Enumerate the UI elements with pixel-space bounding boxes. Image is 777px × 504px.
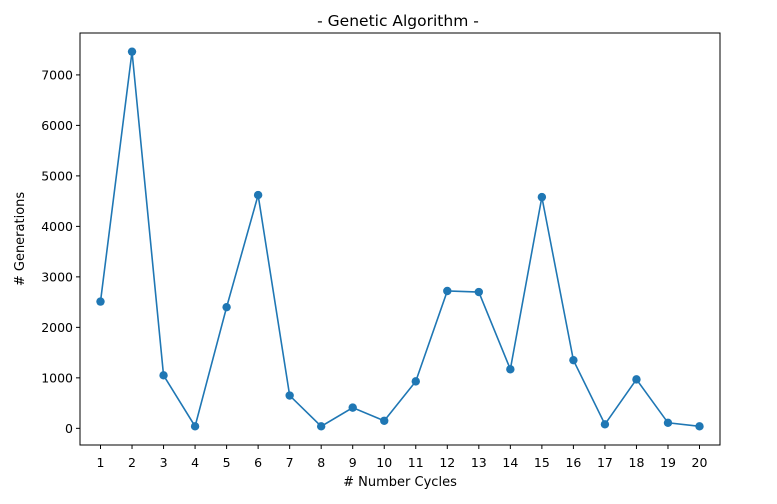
data-point: [159, 371, 168, 380]
data-point: [411, 377, 420, 386]
data-point: [190, 422, 200, 431]
x-tick-label: 8: [317, 455, 325, 470]
y-tick-label: 2000: [41, 320, 73, 335]
x-tick-label: 11: [408, 455, 424, 470]
x-tick-label: 13: [471, 455, 487, 470]
data-point: [222, 302, 231, 312]
data-point: [695, 422, 704, 431]
y-axis: 0 1000 2000 3000 4000 5000 6000 7000: [41, 67, 80, 436]
y-tick-label: 7000: [41, 67, 73, 82]
y-axis-label: # Generations: [13, 192, 28, 287]
data-point: [96, 297, 105, 306]
y-tick-label: 3000: [41, 269, 73, 284]
x-tick-label: 18: [629, 455, 645, 470]
data-point: [316, 422, 326, 431]
data-point: [600, 420, 610, 429]
data-point: [443, 286, 452, 296]
y-tick-label: 4000: [41, 219, 73, 234]
data-point: [537, 192, 547, 202]
x-tick-label: 17: [597, 455, 613, 470]
y-tick-label: 6000: [41, 118, 73, 133]
x-tick-label: 4: [191, 455, 199, 470]
x-tick-label: 10: [376, 455, 392, 470]
data-point: [663, 418, 673, 427]
x-tick-label: 16: [565, 455, 581, 470]
data-point: [380, 416, 389, 425]
data-point: [506, 365, 515, 374]
x-tick-label: 3: [160, 455, 168, 470]
x-axis-label: # Number Cycles: [343, 475, 457, 490]
x-tick-label: 19: [660, 455, 676, 470]
data-point: [569, 355, 578, 365]
x-axis: 1 2 3 4 5 6 7 8 9 10 11 12 13 14 15 16 17 18 19 20: [97, 445, 708, 470]
x-tick-label: 7: [286, 455, 294, 470]
data-point: [127, 47, 137, 56]
x-tick-label: 6: [254, 455, 262, 470]
x-tick-label: 20: [692, 455, 708, 470]
x-tick-label: 12: [439, 455, 455, 470]
series-line: [99, 51, 700, 429]
plot-area: [79, 32, 721, 446]
y-tick-label: 0: [65, 421, 73, 436]
x-tick-label: 9: [349, 455, 357, 470]
data-point: [474, 287, 484, 297]
y-tick-label: 5000: [41, 168, 73, 183]
x-tick-label: 1: [97, 455, 105, 470]
x-tick-label: 14: [502, 455, 518, 470]
series-layer: [96, 47, 704, 431]
x-tick-label: 5: [223, 455, 231, 470]
chart-title: - Genetic Algorithm -: [317, 12, 479, 30]
x-tick-label: 2: [128, 455, 136, 470]
data-point: [253, 190, 263, 200]
data-point: [632, 375, 641, 384]
data-point: [348, 403, 357, 412]
x-tick-label: 15: [534, 455, 550, 470]
data-point: [285, 391, 294, 400]
y-tick-label: 1000: [41, 370, 73, 385]
